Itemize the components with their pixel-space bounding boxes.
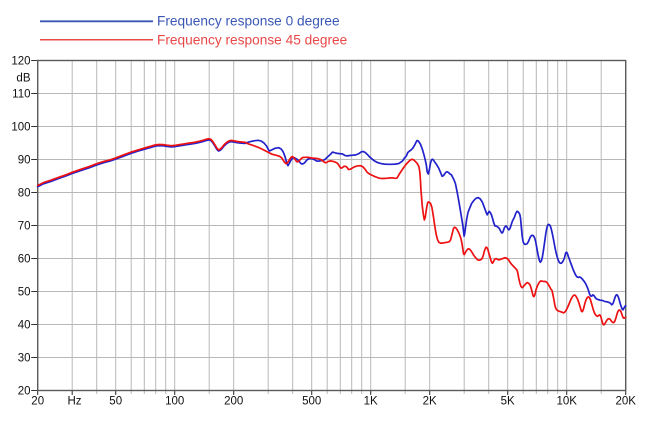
svg-text:50: 50 [109, 396, 122, 408]
svg-text:120: 120 [11, 55, 30, 67]
svg-text:200: 200 [224, 396, 243, 408]
svg-text:Frequency response 0 degree: Frequency response 0 degree [157, 13, 340, 28]
svg-text:40: 40 [18, 319, 31, 331]
svg-text:5K: 5K [501, 396, 515, 408]
svg-text:30: 30 [18, 352, 31, 364]
svg-text:80: 80 [18, 187, 31, 199]
svg-text:dB: dB [16, 72, 30, 84]
svg-text:500: 500 [302, 396, 321, 408]
svg-text:Frequency response 45 degree: Frequency response 45 degree [157, 32, 347, 47]
svg-text:Hz: Hz [67, 396, 81, 408]
svg-text:20: 20 [18, 385, 31, 397]
svg-text:100: 100 [165, 396, 184, 408]
svg-text:20K: 20K [615, 396, 636, 408]
svg-text:10K: 10K [556, 396, 577, 408]
svg-text:20: 20 [31, 396, 44, 408]
svg-text:100: 100 [11, 121, 30, 133]
svg-text:110: 110 [12, 88, 30, 100]
svg-text:1K: 1K [364, 396, 378, 408]
svg-text:70: 70 [18, 220, 31, 232]
svg-text:60: 60 [18, 253, 31, 265]
svg-text:2K: 2K [423, 396, 437, 408]
svg-text:50: 50 [18, 286, 31, 298]
svg-text:90: 90 [18, 154, 31, 166]
